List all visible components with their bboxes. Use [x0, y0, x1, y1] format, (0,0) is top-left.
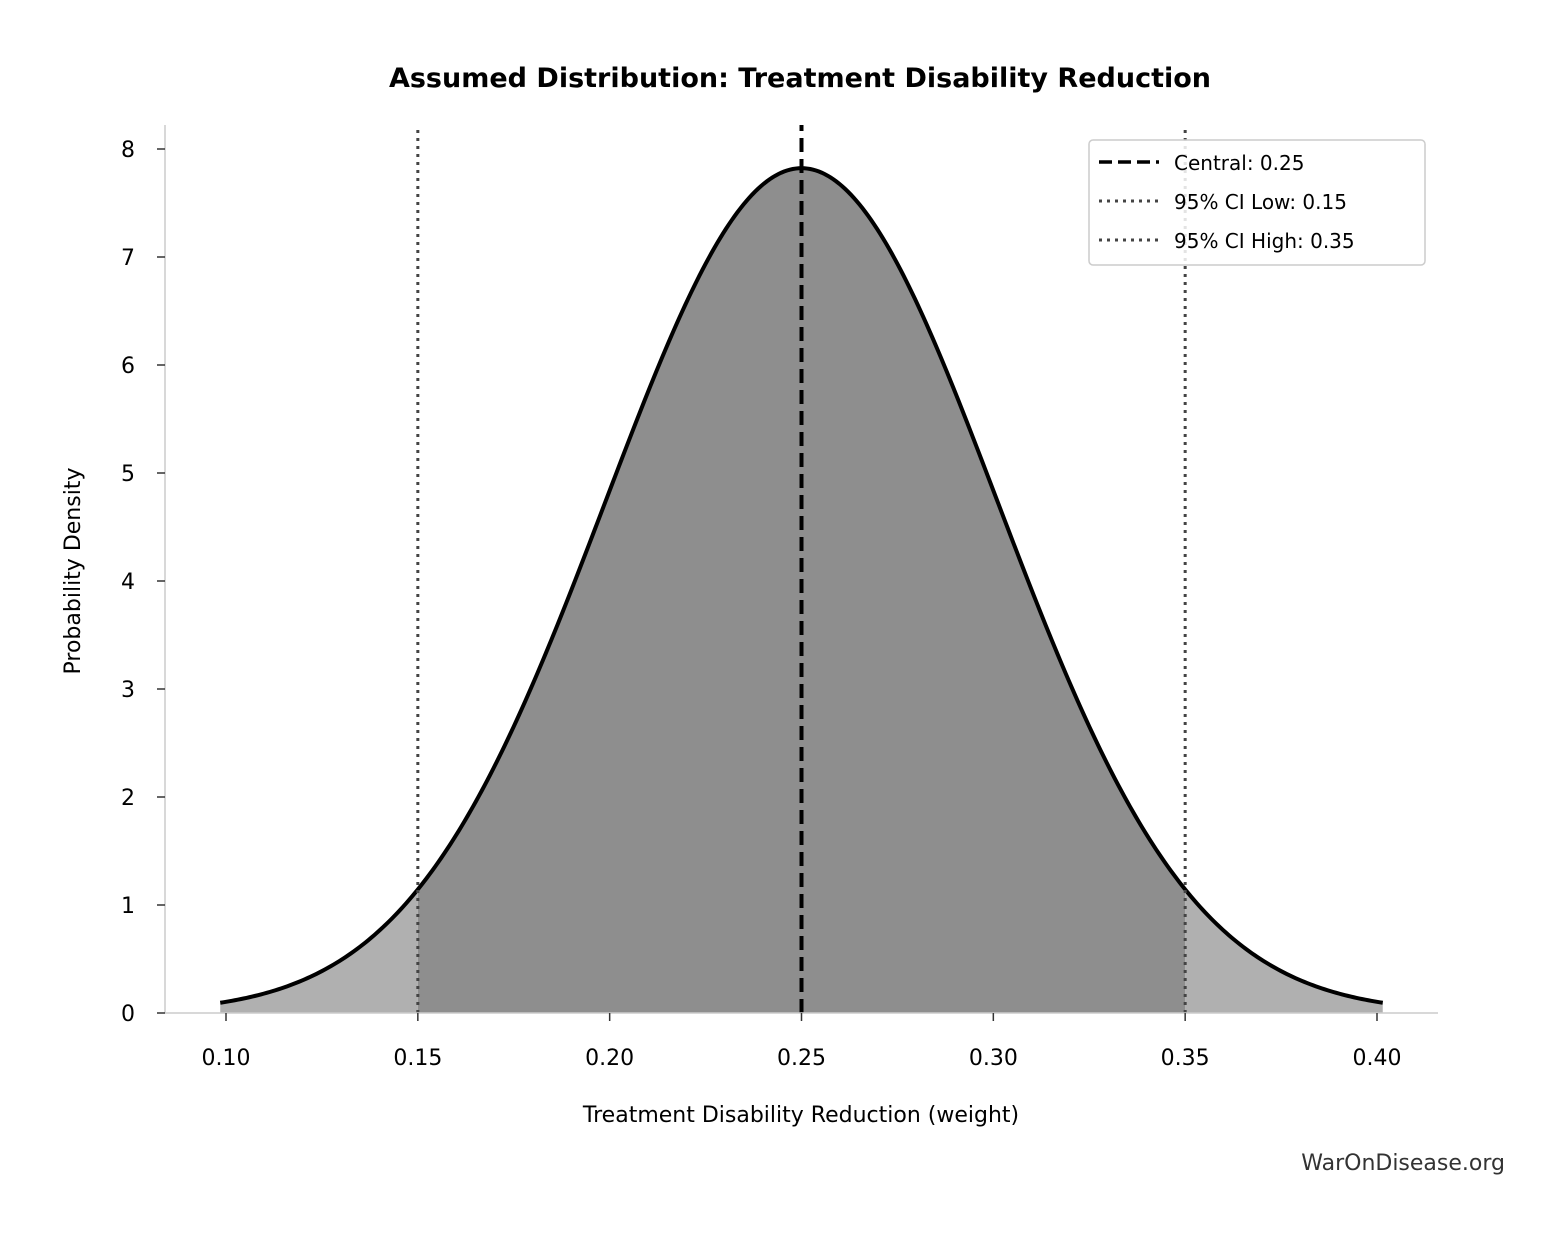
tail-area-right [1185, 889, 1383, 1013]
y-axis-ticks: 0 1 2 3 4 5 6 7 8 [121, 138, 165, 1027]
y-axis-label: Probability Density [61, 468, 86, 675]
tail-area-left [220, 889, 418, 1013]
legend-label-ci-high: 95% CI High: 0.35 [1174, 229, 1355, 253]
x-axis-ticks: 0.10 0.15 0.20 0.25 0.30 0.35 0.40 [202, 1013, 1402, 1071]
chart-title: Assumed Distribution: Treatment Disabili… [389, 63, 1211, 94]
plot-area [219, 125, 1384, 1014]
y-tick-label: 6 [121, 354, 135, 379]
watermark: WarOnDisease.org [1301, 1151, 1505, 1176]
y-tick-label: 8 [121, 138, 135, 163]
x-tick-label: 0.30 [969, 1046, 1018, 1071]
y-tick-label: 2 [121, 786, 135, 811]
y-tick-label: 4 [121, 570, 135, 595]
x-tick-label: 0.40 [1353, 1046, 1402, 1071]
x-tick-label: 0.35 [1161, 1046, 1210, 1071]
y-tick-label: 7 [121, 246, 135, 271]
y-tick-label: 1 [121, 894, 135, 919]
x-tick-label: 0.10 [202, 1046, 251, 1071]
x-axis-label: Treatment Disability Reduction (weight) [582, 1103, 1019, 1128]
legend-label-central: Central: 0.25 [1174, 151, 1304, 175]
y-tick-label: 3 [121, 678, 135, 703]
legend-label-ci-low: 95% CI Low: 0.15 [1174, 190, 1347, 214]
x-tick-label: 0.20 [585, 1046, 634, 1071]
legend-box [1088, 139, 1426, 266]
x-tick-label: 0.15 [393, 1046, 442, 1071]
x-tick-label: 0.25 [777, 1046, 826, 1071]
y-tick-label: 0 [121, 1002, 135, 1027]
y-tick-label: 5 [121, 462, 135, 487]
legend: Central: 0.25 95% CI Low: 0.15 95% CI Hi… [1088, 139, 1426, 266]
